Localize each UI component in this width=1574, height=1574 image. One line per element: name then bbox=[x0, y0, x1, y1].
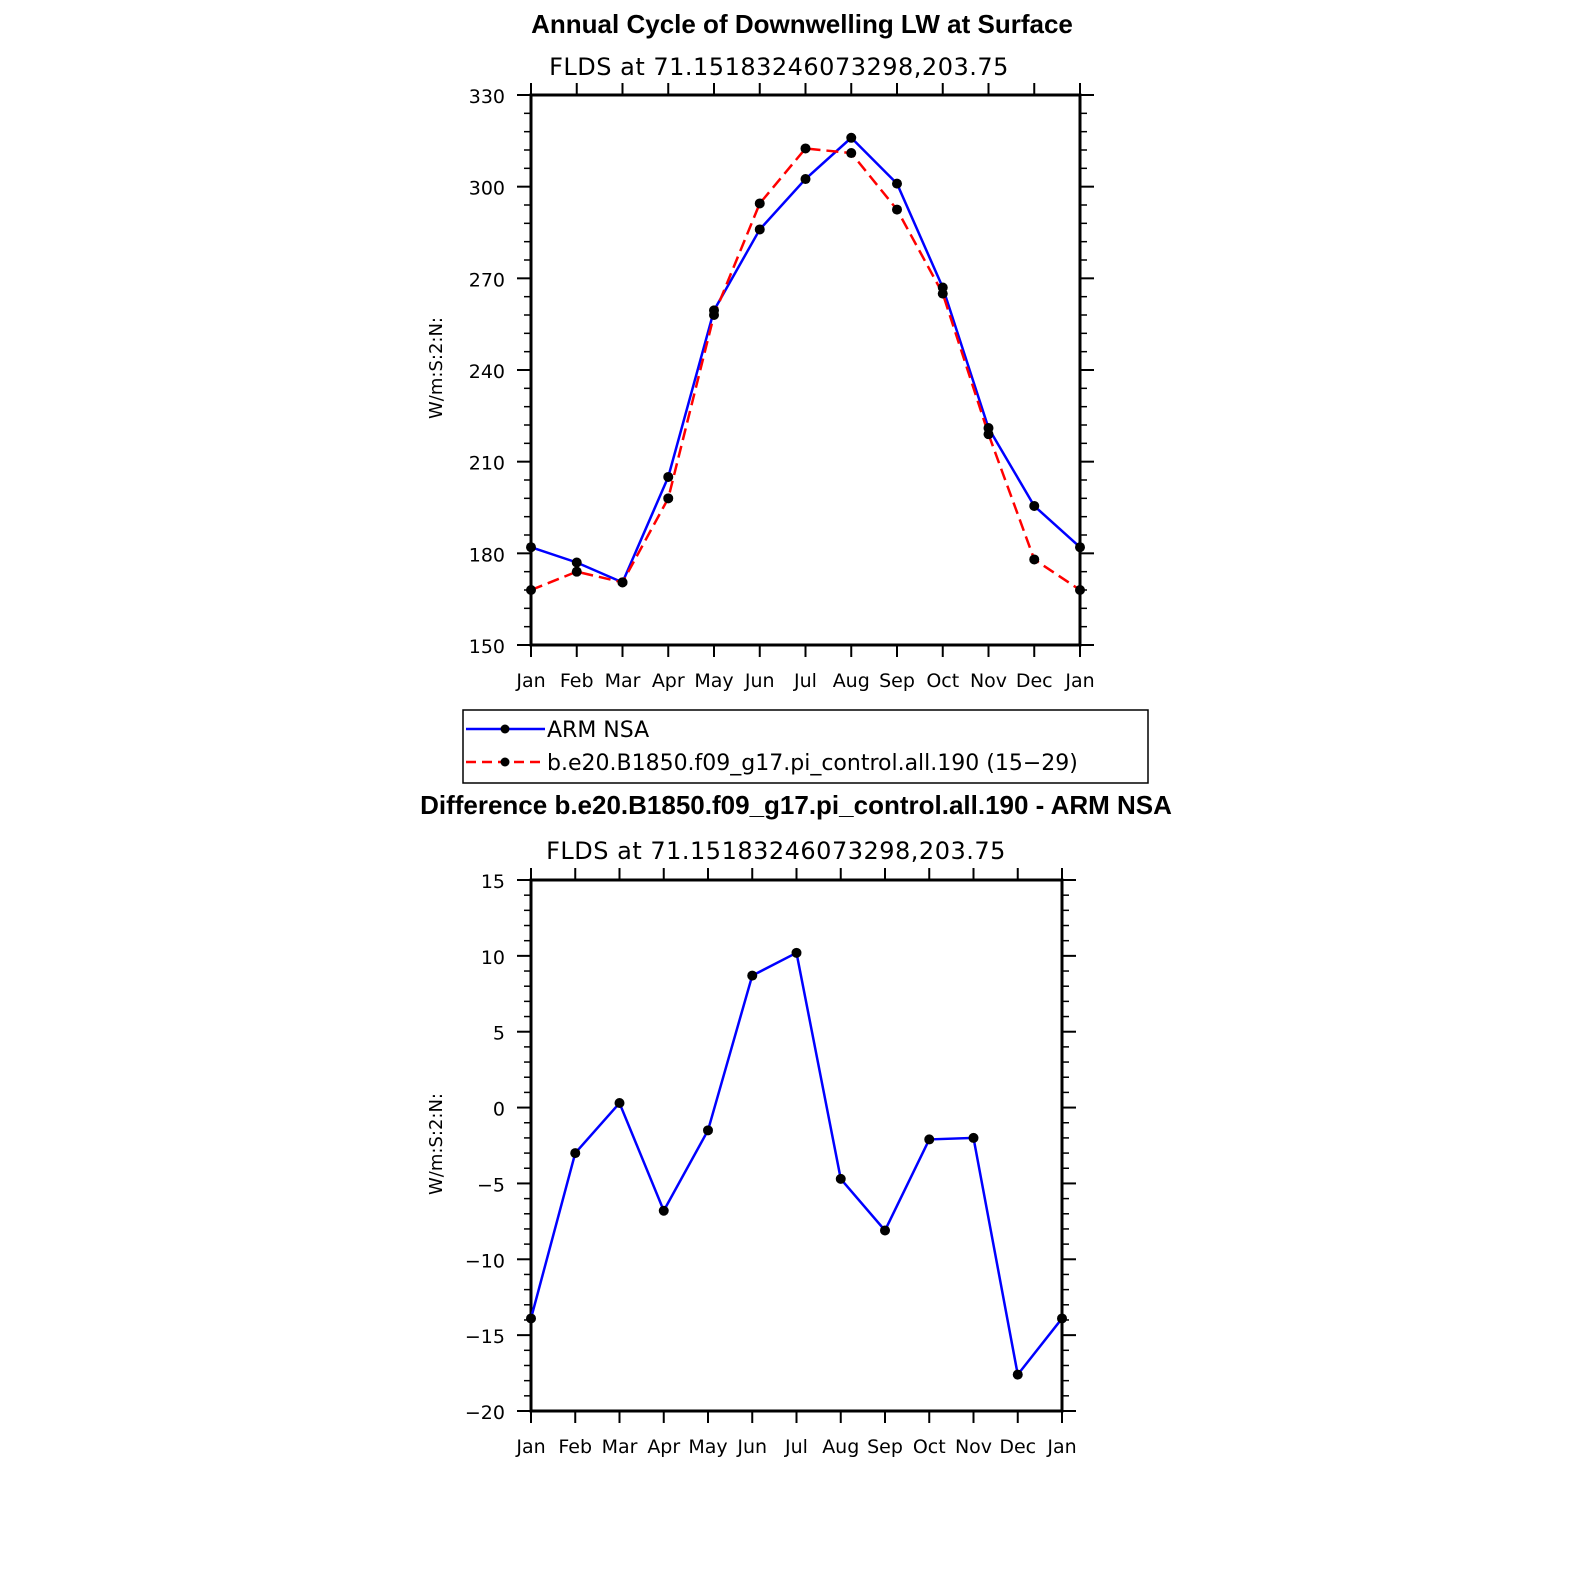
chart2-series-0-point bbox=[570, 1148, 581, 1159]
chart1-xtick-label: Apr bbox=[652, 670, 685, 692]
chart2-xtick-label: Feb bbox=[558, 1436, 592, 1458]
chart1-xtick-label: Jan bbox=[1064, 670, 1094, 692]
chart1-series-0-point bbox=[663, 471, 674, 482]
chart1-title: Annual Cycle of Downwelling LW at Surfac… bbox=[531, 9, 1073, 39]
chart2-ytick-label: −10 bbox=[465, 1250, 505, 1272]
chart1-series-0-point bbox=[800, 174, 811, 185]
chart1-series-1-point bbox=[1075, 585, 1085, 595]
chart1-series-1-point bbox=[846, 148, 857, 159]
chart1-series-1-point bbox=[663, 493, 674, 504]
chart2-series-0-point bbox=[880, 1225, 890, 1236]
chart1-xtick-label: May bbox=[694, 670, 733, 692]
chart2-title: Difference b.e20.B1850.f09_g17.pi_contro… bbox=[420, 790, 1172, 820]
chart2-xtick-label: Nov bbox=[955, 1436, 992, 1458]
chart1-ylabel: W/m:S:2:N: bbox=[426, 317, 447, 419]
chart1-legend: ARM NSA b.e20.B1850.f09_g17.pi_control.a… bbox=[462, 709, 1149, 784]
chart1-series-1-point bbox=[983, 429, 994, 440]
chart2-xtick-label: Aug bbox=[822, 1436, 859, 1458]
chart2-ytick-label: −20 bbox=[465, 1402, 505, 1424]
chart1-series-1-point bbox=[800, 143, 811, 154]
chart2-xtick-label: Mar bbox=[602, 1436, 638, 1458]
chart1-ytick-label: 270 bbox=[469, 269, 505, 291]
chart1-series-0-point bbox=[571, 557, 582, 568]
chart2-series-0-point bbox=[747, 970, 758, 981]
chart1-series-line-1 bbox=[530, 147, 1081, 592]
chart2-series-0-point bbox=[924, 1134, 935, 1145]
chart1-series-0-point bbox=[892, 178, 902, 189]
chart1-series-1-point bbox=[754, 198, 765, 209]
chart1-series-0-point bbox=[526, 542, 536, 553]
chart2-series-0-point bbox=[968, 1132, 979, 1143]
chart1-series-1-point bbox=[937, 288, 948, 299]
chart1-subtitle: FLDS at 71.15183246073298,203.75 bbox=[549, 53, 1009, 81]
chart1-ytick-label: 330 bbox=[469, 86, 505, 108]
chart1-ytick-label: 180 bbox=[469, 544, 505, 566]
chart2-xtick-label: Sep bbox=[867, 1436, 903, 1458]
chart1-series-1-point bbox=[526, 585, 536, 595]
chart1-xtick-label: Jun bbox=[744, 670, 775, 692]
chart2-ytick-label: 0 bbox=[493, 1099, 505, 1121]
chart2-ylabel: W/m:S:2:N: bbox=[426, 1093, 447, 1195]
chart1-xtick-label: Jul bbox=[793, 670, 817, 692]
chart2-series-line-0 bbox=[529, 950, 1063, 1378]
chart1-series-1-point bbox=[571, 566, 582, 577]
legend-label-arm-nsa: ARM NSA bbox=[547, 718, 649, 743]
chart1-xtick-label: Feb bbox=[560, 670, 594, 692]
chart2-series-0-point bbox=[526, 1313, 536, 1324]
chart2-xtick-label: Jan bbox=[1046, 1436, 1076, 1458]
chart2-series-0-point bbox=[1057, 1313, 1067, 1324]
chart2-subtitle: FLDS at 71.15183246073298,203.75 bbox=[546, 837, 1006, 865]
chart1-series-0-point bbox=[754, 224, 765, 235]
chart1-series-1-point bbox=[892, 204, 902, 215]
chart1-series-1-point bbox=[617, 577, 628, 588]
legend-marker-arm-nsa bbox=[500, 724, 510, 734]
chart1-ytick-label: 150 bbox=[469, 636, 505, 658]
chart2-series-0-point bbox=[1012, 1369, 1023, 1380]
chart1-ytick-label: 210 bbox=[469, 453, 505, 475]
chart2-xtick-label: Jul bbox=[784, 1436, 808, 1458]
chart2-plot: Jan Feb Mar Apr May Jun Jul Aug Sep Oct Nov Dec Jan−… bbox=[465, 868, 1077, 1458]
chart2-ytick-label: −15 bbox=[465, 1326, 505, 1348]
chart1-series-line-0 bbox=[530, 136, 1081, 585]
chart1-series-0-point bbox=[1075, 542, 1085, 553]
chart1-ytick-label: 300 bbox=[469, 178, 505, 200]
chart1-xtick-label: Sep bbox=[879, 670, 915, 692]
chart2-ytick-label: 10 bbox=[481, 947, 505, 969]
chart1-series-0-point bbox=[846, 132, 857, 143]
chart1-xtick-label: Aug bbox=[833, 670, 870, 692]
chart1-plot: Jan Feb Mar Apr May Jun Jul Aug Sep Oct Nov Dec Jan 1… bbox=[469, 83, 1095, 692]
legend-box bbox=[462, 709, 1149, 784]
chart1-xtick-label: Mar bbox=[605, 670, 641, 692]
chart2-series-0-point bbox=[614, 1098, 625, 1109]
chart1-xtick-label: Oct bbox=[926, 670, 959, 692]
chart2-ytick-label: 5 bbox=[493, 1023, 505, 1045]
chart2-series-0-point bbox=[658, 1205, 669, 1216]
chart1-series-0-point bbox=[1029, 500, 1040, 511]
legend-label-model: b.e20.B1850.f09_g17.pi_control.all.190 (… bbox=[547, 751, 1078, 776]
chart2-frame bbox=[529, 878, 1064, 1413]
chart2-xtick-label: Dec bbox=[999, 1436, 1036, 1458]
chart1-xtick-label: Dec bbox=[1016, 670, 1053, 692]
chart2-ytick-label: −5 bbox=[477, 1174, 505, 1196]
chart2-xtick-label: Jun bbox=[736, 1436, 767, 1458]
chart2-xtick-label: Oct bbox=[913, 1436, 946, 1458]
chart2-xtick-label: Jan bbox=[515, 1436, 545, 1458]
chart1-ytick-label: 240 bbox=[469, 361, 505, 383]
chart2-xtick-label: Apr bbox=[647, 1436, 680, 1458]
chart1-xtick-label: Jan bbox=[515, 670, 545, 692]
chart2-series-0-point bbox=[791, 947, 802, 958]
chart2-ytick-label: 15 bbox=[481, 871, 505, 893]
chart2-series-0-point bbox=[835, 1173, 846, 1184]
chart1-series-1-point bbox=[709, 310, 719, 320]
chart2-series-0-point bbox=[703, 1125, 713, 1136]
chart1-series-1-point bbox=[1029, 554, 1040, 565]
chart2-xtick-label: May bbox=[688, 1436, 727, 1458]
chart1-xtick-label: Nov bbox=[970, 670, 1007, 692]
legend-marker-model bbox=[500, 757, 510, 767]
